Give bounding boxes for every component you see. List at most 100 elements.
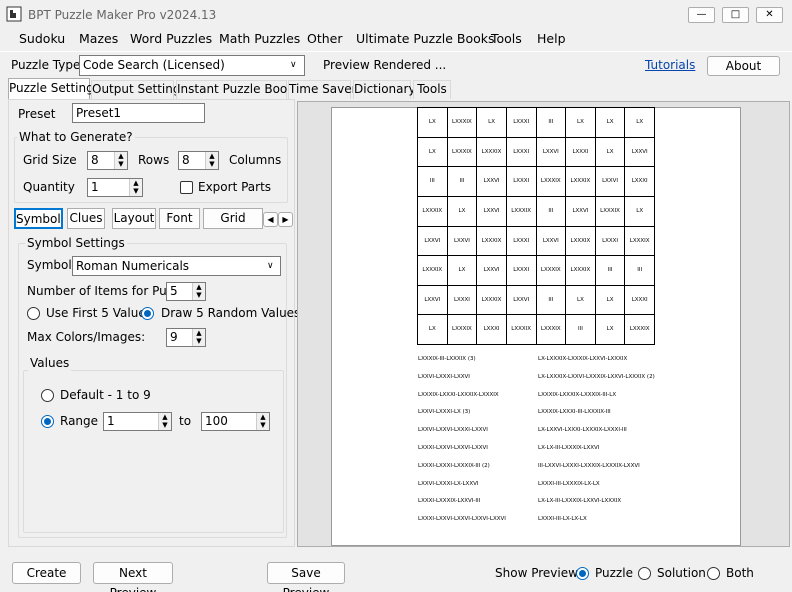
menu-item[interactable]: Word Puzzles <box>130 31 213 46</box>
grid-cell: LXXXI <box>566 137 596 168</box>
spin-up[interactable]: ▲ <box>114 152 127 160</box>
range-from-input[interactable]: 1 ▲ ▼ <box>103 412 172 431</box>
export-parts-checkbox[interactable] <box>180 181 193 194</box>
clue-text: LXXVI-LXXVI-LXXXI-LXXVI <box>418 427 488 434</box>
spin-down[interactable]: ▼ <box>114 160 127 169</box>
menu-item[interactable]: Mazes <box>79 31 119 46</box>
spin-up[interactable]: ▲ <box>192 283 205 291</box>
window-close-button[interactable]: ✕ <box>756 7 783 23</box>
values-group <box>23 370 284 533</box>
spin-up[interactable]: ▲ <box>205 152 218 160</box>
tab[interactable]: Tools <box>413 80 451 99</box>
grid-cell: LXXXI <box>447 285 478 316</box>
menu-item[interactable]: Other <box>307 31 343 46</box>
tutorials-link[interactable]: Tutorials <box>645 58 696 72</box>
next-preview-button[interactable]: Next Preview <box>93 562 173 592</box>
preset-input[interactable]: Preset1 <box>72 103 205 123</box>
window-minimize-button[interactable]: — <box>688 7 715 23</box>
range-to-input[interactable]: 100 ▲ ▼ <box>201 412 270 431</box>
show-preview-option[interactable]: Puzzle <box>595 566 633 580</box>
show-preview-radio[interactable] <box>707 567 720 580</box>
grid-cell: LXXVI <box>418 285 448 316</box>
tab[interactable]: Time Saver <box>288 80 357 99</box>
menu-item[interactable]: Tools <box>491 31 522 46</box>
spin-down[interactable]: ▼ <box>158 421 171 430</box>
show-preview-option[interactable]: Solution <box>657 566 706 580</box>
spin-up[interactable]: ▲ <box>158 413 171 421</box>
random-values-label[interactable]: Draw 5 Random Values <box>161 306 301 320</box>
max-colors-label: Max Colors/Images: <box>27 330 146 344</box>
clue-text: LXXXIX-LXXXIX-LXXXIX-III-LX <box>538 391 617 398</box>
menu-item[interactable]: Help <box>537 31 566 46</box>
symbol-settings-group <box>18 243 287 538</box>
grid-cell: LXXXIX <box>536 315 567 345</box>
symbol-label: Symbol <box>27 258 72 272</box>
grid-cell: LXXXI <box>625 285 655 316</box>
default-range-radio[interactable] <box>41 389 54 402</box>
puzzle-grid: LX LXXXIX LX LXXXI III LX LX LX LX LXXXIX LXXXIX LX… <box>417 107 655 345</box>
tab[interactable]: Output Settings <box>91 80 187 99</box>
grid-size-input[interactable]: 8 ▲ ▼ <box>87 151 128 170</box>
grid-cell: LX <box>595 137 626 168</box>
show-preview-radio[interactable] <box>576 567 589 580</box>
spin-up[interactable]: ▲ <box>129 179 142 187</box>
grid-cell: LXXVI <box>477 196 507 227</box>
export-parts-label[interactable]: Export Parts <box>198 180 272 194</box>
grid-cell: LXXVI <box>566 196 596 227</box>
show-preview-option[interactable]: Both <box>726 566 754 580</box>
spin-up[interactable]: ▲ <box>256 413 269 421</box>
spin-down[interactable]: ▼ <box>129 187 142 196</box>
symbol-select[interactable]: Roman Numericals ∨ <box>72 256 281 276</box>
sub-tab[interactable]: Font <box>159 208 200 229</box>
grid-cell: LXXXIX <box>625 226 655 257</box>
rows-input[interactable]: 8 ▲ ▼ <box>178 151 219 170</box>
menu-item[interactable]: Sudoku <box>19 31 66 46</box>
show-preview-label: Show Preview: <box>495 566 582 580</box>
grid-size-label: Grid Size <box>23 153 77 167</box>
grid-cell: LX <box>418 137 448 168</box>
tab[interactable]: Dictionary <box>353 80 416 99</box>
default-range-label[interactable]: Default - 1 to 9 <box>60 388 151 402</box>
sub-tab[interactable]: Symbols <box>14 208 63 229</box>
grid-cell: LXXXI <box>506 108 537 138</box>
random-values-radio[interactable] <box>141 307 154 320</box>
show-preview-radio[interactable] <box>638 567 651 580</box>
sub-tab[interactable]: Grid Styling <box>203 208 263 229</box>
tab[interactable]: Puzzle Settings <box>8 78 100 99</box>
about-button[interactable]: About <box>707 56 780 76</box>
puzzle-type-select[interactable]: Code Search (Licensed) ∨ <box>79 55 305 76</box>
window-maximize-button[interactable]: □ <box>722 7 749 23</box>
quantity-input[interactable]: 1 ▲ ▼ <box>87 178 143 197</box>
clue-text: LXXXI-LXXXI-LXXXIX-III (2) <box>418 462 490 469</box>
sub-tab[interactable]: Layout <box>112 208 156 229</box>
status-text: Preview Rendered ... <box>323 58 447 72</box>
grid-cell: III <box>595 256 626 286</box>
grid-cell: III <box>447 167 478 197</box>
grid-cell: LXXXIX <box>418 196 448 227</box>
range-radio[interactable] <box>41 415 54 428</box>
scroll-right[interactable]: ▶ <box>278 212 293 227</box>
scroll-left[interactable]: ◀ <box>263 212 278 227</box>
range-label[interactable]: Range <box>60 414 99 428</box>
first-values-radio[interactable] <box>27 307 40 320</box>
first-values-label[interactable]: Use First 5 Values <box>46 306 152 320</box>
create-button[interactable]: Create <box>12 562 81 584</box>
spin-down[interactable]: ▼ <box>205 160 218 169</box>
grid-cell: LXXXI <box>477 315 507 345</box>
grid-cell: LXXXIX <box>477 285 507 316</box>
spin-down[interactable]: ▼ <box>192 337 205 346</box>
items-input[interactable]: 5 ▲ ▼ <box>166 282 206 301</box>
menu-item[interactable]: Ultimate Puzzle Books <box>356 31 495 46</box>
spin-down[interactable]: ▼ <box>192 291 205 300</box>
save-preview-button[interactable]: Save Preview <box>267 562 345 592</box>
clue-text: LXXXIX-LXXXI-LXXXIX-LXXXIX <box>418 391 499 398</box>
grid-cell: LXXVI <box>447 226 478 257</box>
max-colors-input[interactable]: 9 ▲ ▼ <box>166 328 206 347</box>
sub-tab[interactable]: Clues <box>67 208 105 229</box>
menu-item[interactable]: Math Puzzles <box>219 31 301 46</box>
tab[interactable]: Instant Puzzle Books <box>176 80 300 99</box>
grid-cell: LXXVI <box>418 226 448 257</box>
grid-cell: LX <box>447 196 478 227</box>
spin-up[interactable]: ▲ <box>192 329 205 337</box>
spin-down[interactable]: ▼ <box>256 421 269 430</box>
